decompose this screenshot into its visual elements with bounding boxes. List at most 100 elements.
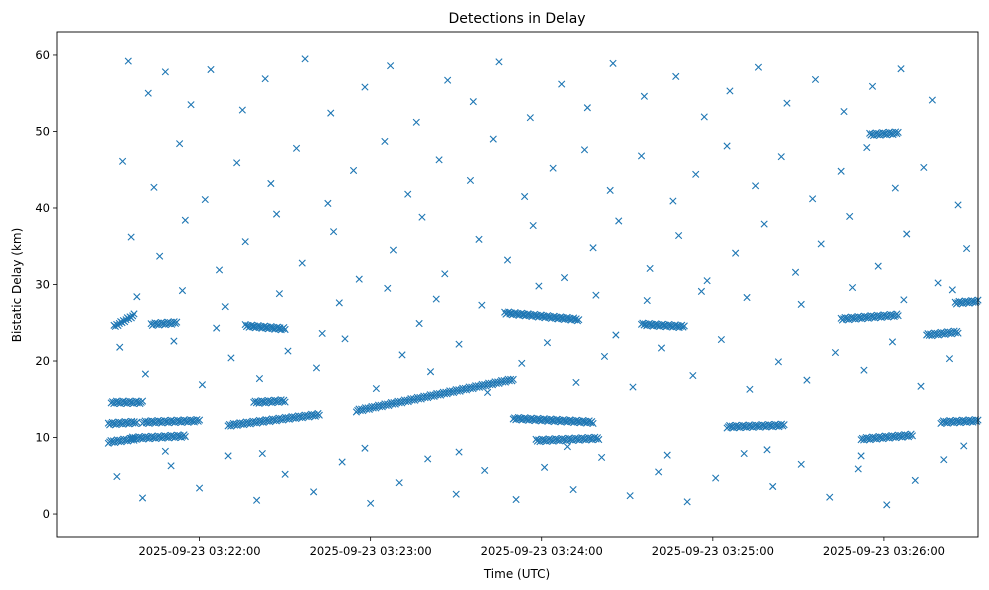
data-point-marker: [575, 316, 583, 324]
data-point-marker: [723, 142, 731, 150]
data-point-marker: [138, 494, 147, 502]
data-point-marker: [848, 283, 857, 292]
data-point-marker: [481, 466, 489, 475]
data-point-marker: [150, 183, 158, 191]
data-point-marker: [144, 89, 152, 97]
data-point-marker: [207, 65, 215, 74]
data-point-marker: [261, 75, 269, 83]
data-point-marker: [118, 157, 127, 165]
data-point-marker: [657, 344, 666, 352]
data-point-marker: [669, 197, 677, 205]
data-point-marker: [526, 114, 534, 122]
data-point-marker: [435, 156, 443, 164]
data-point-marker: [600, 352, 609, 361]
data-point-marker: [424, 455, 432, 463]
x-tick-label: 2025-09-23 03:22:00: [138, 544, 260, 558]
data-point-marker: [267, 179, 275, 188]
data-point-marker: [213, 324, 221, 332]
data-point-marker: [327, 109, 335, 117]
data-point-marker: [560, 274, 569, 282]
data-point-marker: [130, 310, 138, 318]
data-point-marker: [478, 301, 486, 309]
data-point-marker: [372, 384, 380, 393]
data-point-marker: [780, 421, 788, 429]
data-point-marker: [241, 238, 249, 246]
data-point-marker: [726, 87, 734, 95]
data-point-marker: [395, 479, 403, 487]
data-point-marker: [580, 146, 589, 154]
data-point-marker: [894, 128, 902, 136]
data-point-marker: [255, 375, 264, 383]
data-point-marker: [535, 282, 543, 290]
data-point-marker: [272, 210, 281, 218]
data-point-marker: [754, 63, 763, 71]
y-tick-label: 30: [35, 278, 50, 292]
data-point-marker: [903, 230, 911, 238]
data-point-marker: [540, 463, 549, 471]
data-point-marker: [161, 447, 169, 455]
data-point-marker: [384, 284, 392, 292]
data-point-marker: [569, 485, 577, 494]
data-point-marker: [324, 199, 332, 207]
data-point-marker: [161, 68, 169, 76]
data-point-marker: [917, 382, 925, 390]
data-point-marker: [167, 462, 175, 470]
data-point-marker: [680, 322, 688, 330]
data-point-marker: [367, 499, 375, 507]
data-point-marker: [349, 166, 358, 175]
data-point-marker: [908, 432, 917, 440]
data-point-marker: [176, 140, 184, 148]
data-point-marker: [227, 354, 235, 362]
data-point-marker: [732, 249, 740, 257]
data-point-marker: [945, 355, 954, 363]
data-point-marker: [703, 277, 711, 285]
data-point-marker: [432, 295, 440, 303]
data-point-marker: [963, 244, 971, 253]
data-point-marker: [643, 296, 651, 305]
data-point-marker: [455, 448, 463, 456]
data-point-marker: [640, 92, 648, 100]
data-point-marker: [948, 286, 956, 294]
data-point-marker: [774, 358, 782, 366]
data-point-marker: [221, 303, 229, 311]
data-point-marker: [338, 458, 346, 466]
data-point-marker: [743, 293, 751, 302]
data-point-marker: [675, 231, 683, 240]
data-point-marker: [389, 246, 398, 254]
data-point-marker: [891, 184, 899, 192]
data-point-marker: [195, 416, 204, 424]
data-point-marker: [763, 446, 771, 454]
data-point-marker: [860, 366, 868, 374]
data-point-marker: [606, 186, 614, 194]
data-point-marker: [318, 329, 326, 338]
data-point-marker: [592, 291, 600, 299]
data-point-marker: [412, 118, 420, 126]
data-point-marker: [626, 492, 634, 500]
data-point-marker: [301, 55, 309, 63]
data-point-marker: [521, 192, 529, 201]
data-point-marker: [361, 83, 369, 91]
y-tick-label: 10: [35, 431, 50, 445]
x-tick-label: 2025-09-23 03:26:00: [823, 544, 945, 558]
data-point-marker: [954, 329, 962, 337]
data-point-marker: [441, 270, 449, 278]
data-point-marker: [233, 159, 241, 167]
data-point-marker: [797, 300, 805, 308]
data-point-marker: [697, 287, 706, 295]
data-point-marker: [404, 190, 412, 198]
data-point-marker: [797, 460, 805, 468]
data-point-marker: [315, 411, 323, 419]
data-point-marker: [469, 98, 477, 106]
data-point-marker: [201, 195, 209, 204]
data-point-marker: [258, 450, 266, 458]
data-point-marker: [683, 498, 691, 506]
data-point-marker: [637, 152, 646, 160]
data-point-marker: [173, 318, 181, 326]
data-point-marker: [215, 266, 224, 274]
data-point-marker: [612, 331, 620, 339]
x-axis-label: Time (UTC): [483, 567, 550, 581]
data-point-marker: [253, 496, 261, 504]
data-point-marker: [769, 482, 777, 491]
data-point-marker: [783, 99, 791, 107]
